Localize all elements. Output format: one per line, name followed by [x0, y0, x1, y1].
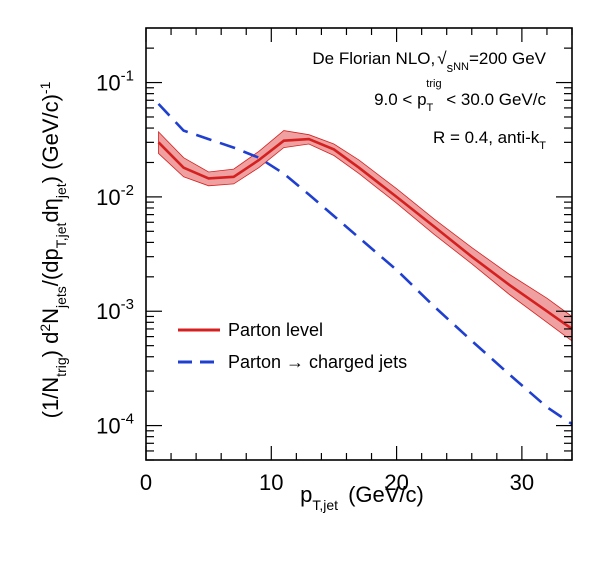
annotation-line1: De Florian NLO, √sNN=200 GeV [312, 49, 546, 75]
tick-labels: 0 10 20 30 10-4 10-3 10-2 10-1 [96, 68, 534, 495]
y-tick-label: 10-2 [96, 182, 134, 210]
series-lines [157, 103, 573, 426]
series-line-0 [157, 137, 573, 330]
x-tick-label: 10 [259, 470, 283, 495]
plot-frame [145, 27, 573, 461]
uncertainty-bands [158, 130, 573, 342]
legend-label-parton-level: Parton level [228, 320, 323, 340]
x-tick-label: 30 [510, 470, 534, 495]
annotation-line2: 9.0 < pTtrig < 30.0 GeV/c [374, 78, 546, 114]
y-tick-label: 10-1 [96, 68, 134, 96]
uncertainty-band-0 [158, 130, 573, 342]
y-tick-label: 10-4 [96, 411, 134, 439]
legend-label-charged-jets: Parton → charged jets [228, 352, 407, 372]
y-axis-title: (1/Ntrig) d2Njets/(dpT,jetdηjet) (GeV/c)… [37, 81, 69, 418]
x-tick-label: 0 [140, 470, 152, 495]
legend: Parton level Parton → charged jets [178, 320, 407, 372]
y-tick-label: 10-3 [96, 296, 134, 324]
series-line-1 [157, 103, 573, 426]
x-axis-title: pT,jet (GeV/c) [300, 482, 424, 513]
annotation-line3: R = 0.4, anti-kT [433, 128, 546, 152]
x-tick-label: 20 [384, 470, 408, 495]
